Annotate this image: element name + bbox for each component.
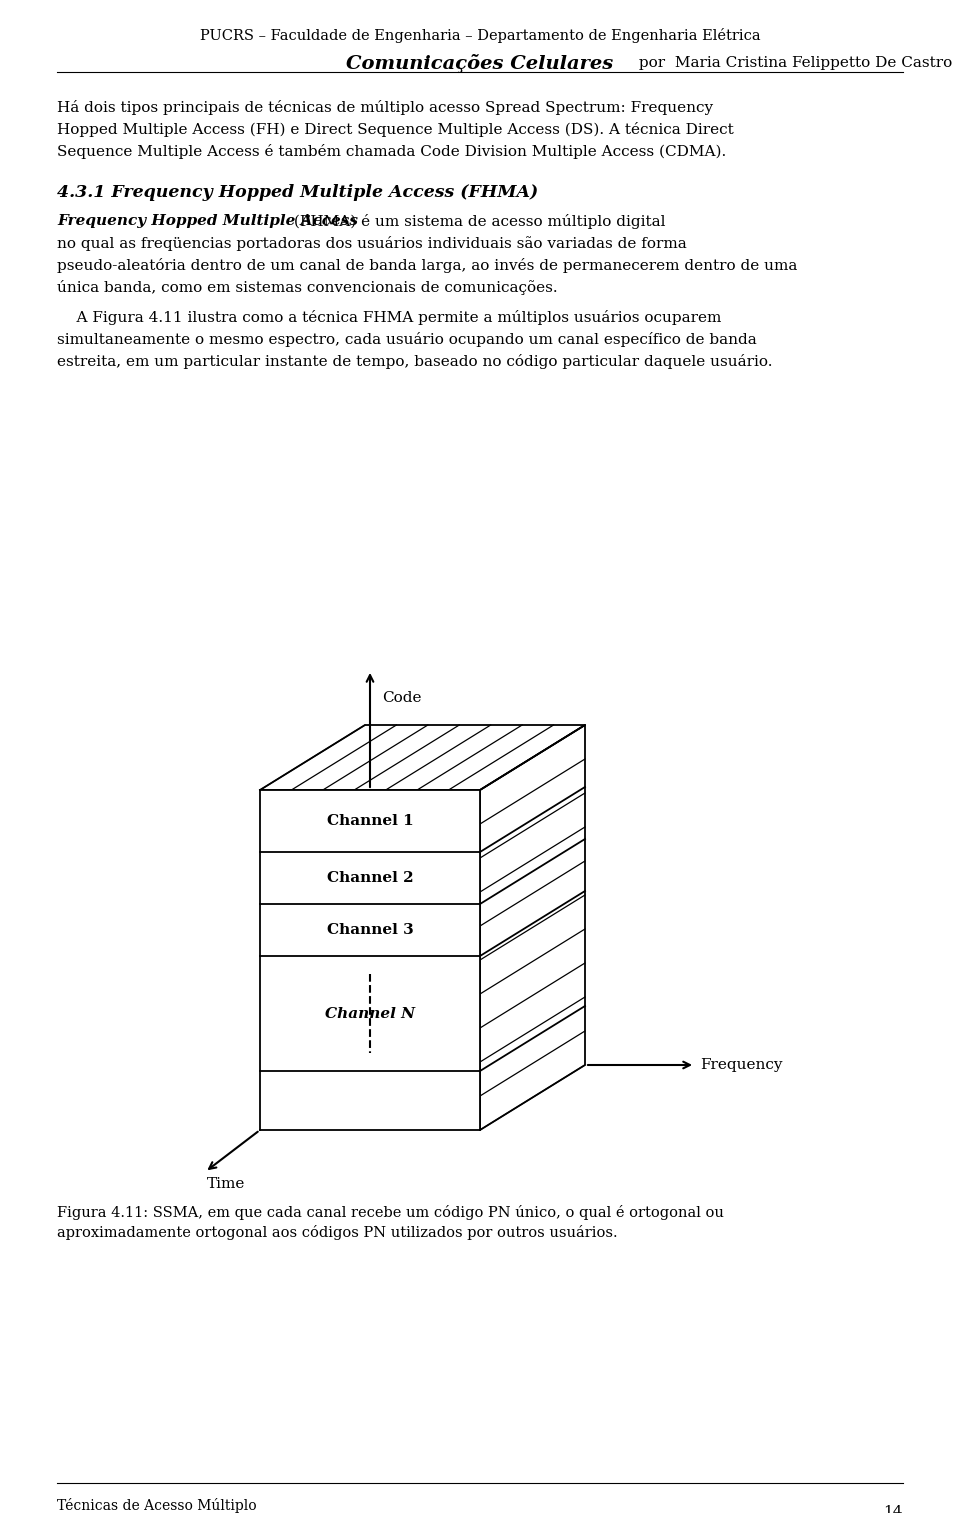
Text: PUCRS – Faculdade de Engenharia – Departamento de Engenharia Elétrica: PUCRS – Faculdade de Engenharia – Depart… [200,29,760,42]
Text: Técnicas de Acesso Múltiplo: Técnicas de Acesso Múltiplo [57,1498,256,1513]
Text: Há dois tipos principais de técnicas de múltiplo acesso Spread Spectrum: Frequen: Há dois tipos principais de técnicas de … [57,100,713,115]
Text: Code: Code [382,691,421,705]
Text: por  Maria Cristina Felippetto De Castro: por Maria Cristina Felippetto De Castro [634,56,952,70]
Text: Comunicações Celulares: Comunicações Celulares [347,54,613,73]
Text: Channel 2: Channel 2 [326,871,414,885]
Text: simultaneamente o mesmo espectro, cada usuário ocupando um canal específico de b: simultaneamente o mesmo espectro, cada u… [57,331,756,346]
Text: no qual as freqüencias portadoras dos usuários individuais são variadas de forma: no qual as freqüencias portadoras dos us… [57,236,686,251]
Text: Channel 1: Channel 1 [326,814,414,828]
Text: 14: 14 [883,1505,903,1513]
Text: estreita, em um particular instante de tempo, baseado no código particular daque: estreita, em um particular instante de t… [57,354,773,369]
Text: Hopped Multiple Access (FH) e Direct Sequence Multiple Access (DS). A técnica Di: Hopped Multiple Access (FH) e Direct Seq… [57,123,733,138]
Text: (FHMA) é um sistema de acesso múltiplo digital: (FHMA) é um sistema de acesso múltiplo d… [289,213,665,228]
Text: Channel N: Channel N [324,1006,415,1020]
Text: Frequency: Frequency [700,1058,782,1073]
Text: Frequency Hopped Multiple Access: Frequency Hopped Multiple Access [57,213,358,228]
Text: Channel 3: Channel 3 [326,923,414,937]
Text: pseudo-aleatória dentro de um canal de banda larga, ao invés de permanecerem den: pseudo-aleatória dentro de um canal de b… [57,259,798,272]
Text: Time: Time [207,1177,246,1191]
Text: aproximadamente ortogonal aos códigos PN utilizados por outros usuários.: aproximadamente ortogonal aos códigos PN… [57,1226,617,1241]
Text: A Figura 4.11 ilustra como a técnica FHMA permite a múltiplos usuários ocuparem: A Figura 4.11 ilustra como a técnica FHM… [57,310,721,325]
Text: 4.3.1 Frequency Hopped Multiple Access (FHMA): 4.3.1 Frequency Hopped Multiple Access (… [57,185,539,201]
Text: Sequence Multiple Access é também chamada Code Division Multiple Access (CDMA).: Sequence Multiple Access é também chamad… [57,144,727,159]
Text: Figura 4.11: SSMA, em que cada canal recebe um código PN único, o qual é ortogon: Figura 4.11: SSMA, em que cada canal rec… [57,1204,724,1219]
Polygon shape [260,725,585,790]
Text: única banda, como em sistemas convencionais de comunicações.: única banda, como em sistemas convencion… [57,280,558,295]
Polygon shape [480,725,585,1130]
Polygon shape [260,790,480,1130]
